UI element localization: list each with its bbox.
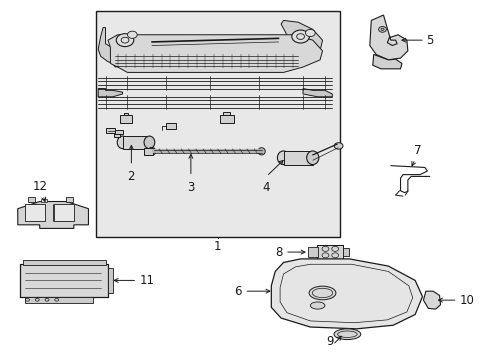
Text: 8: 8: [275, 246, 282, 258]
Text: 1: 1: [213, 240, 221, 253]
Text: 11: 11: [140, 274, 154, 287]
Polygon shape: [281, 21, 322, 56]
Polygon shape: [316, 244, 343, 260]
Text: 7: 7: [413, 144, 421, 157]
Text: 2: 2: [127, 170, 135, 183]
Bar: [96, 12, 339, 237]
Circle shape: [291, 30, 309, 43]
Text: 9: 9: [326, 335, 333, 348]
Bar: [54, 204, 74, 221]
Text: 10: 10: [459, 294, 474, 307]
Circle shape: [127, 31, 137, 39]
Ellipse shape: [277, 151, 289, 165]
Text: 12: 12: [32, 180, 47, 193]
Bar: [283, 151, 312, 165]
Polygon shape: [98, 89, 122, 97]
Bar: [120, 115, 132, 123]
Ellipse shape: [308, 286, 335, 300]
Polygon shape: [18, 202, 88, 228]
Circle shape: [333, 143, 342, 149]
Polygon shape: [108, 35, 322, 72]
Bar: [27, 197, 35, 202]
Polygon shape: [369, 15, 407, 60]
Ellipse shape: [144, 136, 155, 149]
Polygon shape: [98, 28, 125, 67]
Text: 3: 3: [187, 181, 194, 194]
Text: 4: 4: [262, 181, 270, 194]
Text: 5: 5: [426, 33, 433, 47]
Circle shape: [116, 34, 134, 46]
Bar: [220, 115, 233, 123]
Polygon shape: [303, 89, 331, 97]
Bar: [22, 260, 105, 265]
Polygon shape: [372, 54, 401, 69]
Bar: [316, 244, 343, 260]
Bar: [123, 113, 128, 116]
Bar: [343, 248, 348, 256]
Bar: [20, 264, 108, 297]
Bar: [65, 197, 73, 202]
Bar: [25, 297, 93, 303]
Circle shape: [305, 30, 315, 37]
Circle shape: [378, 27, 386, 32]
Bar: [122, 136, 149, 149]
Polygon shape: [271, 259, 422, 329]
Ellipse shape: [333, 329, 360, 339]
Ellipse shape: [310, 302, 325, 309]
Ellipse shape: [117, 136, 128, 149]
Bar: [166, 123, 176, 129]
Bar: [108, 268, 113, 293]
Bar: [105, 128, 115, 134]
Polygon shape: [423, 291, 440, 309]
Text: 6: 6: [234, 285, 242, 298]
Bar: [114, 134, 120, 137]
Bar: [223, 112, 230, 116]
Bar: [25, 204, 44, 221]
Bar: [41, 199, 47, 202]
Ellipse shape: [257, 148, 264, 155]
Ellipse shape: [306, 151, 318, 165]
Polygon shape: [20, 264, 108, 297]
Bar: [114, 130, 123, 134]
Bar: [307, 247, 317, 257]
Bar: [144, 148, 153, 155]
Ellipse shape: [148, 147, 156, 155]
